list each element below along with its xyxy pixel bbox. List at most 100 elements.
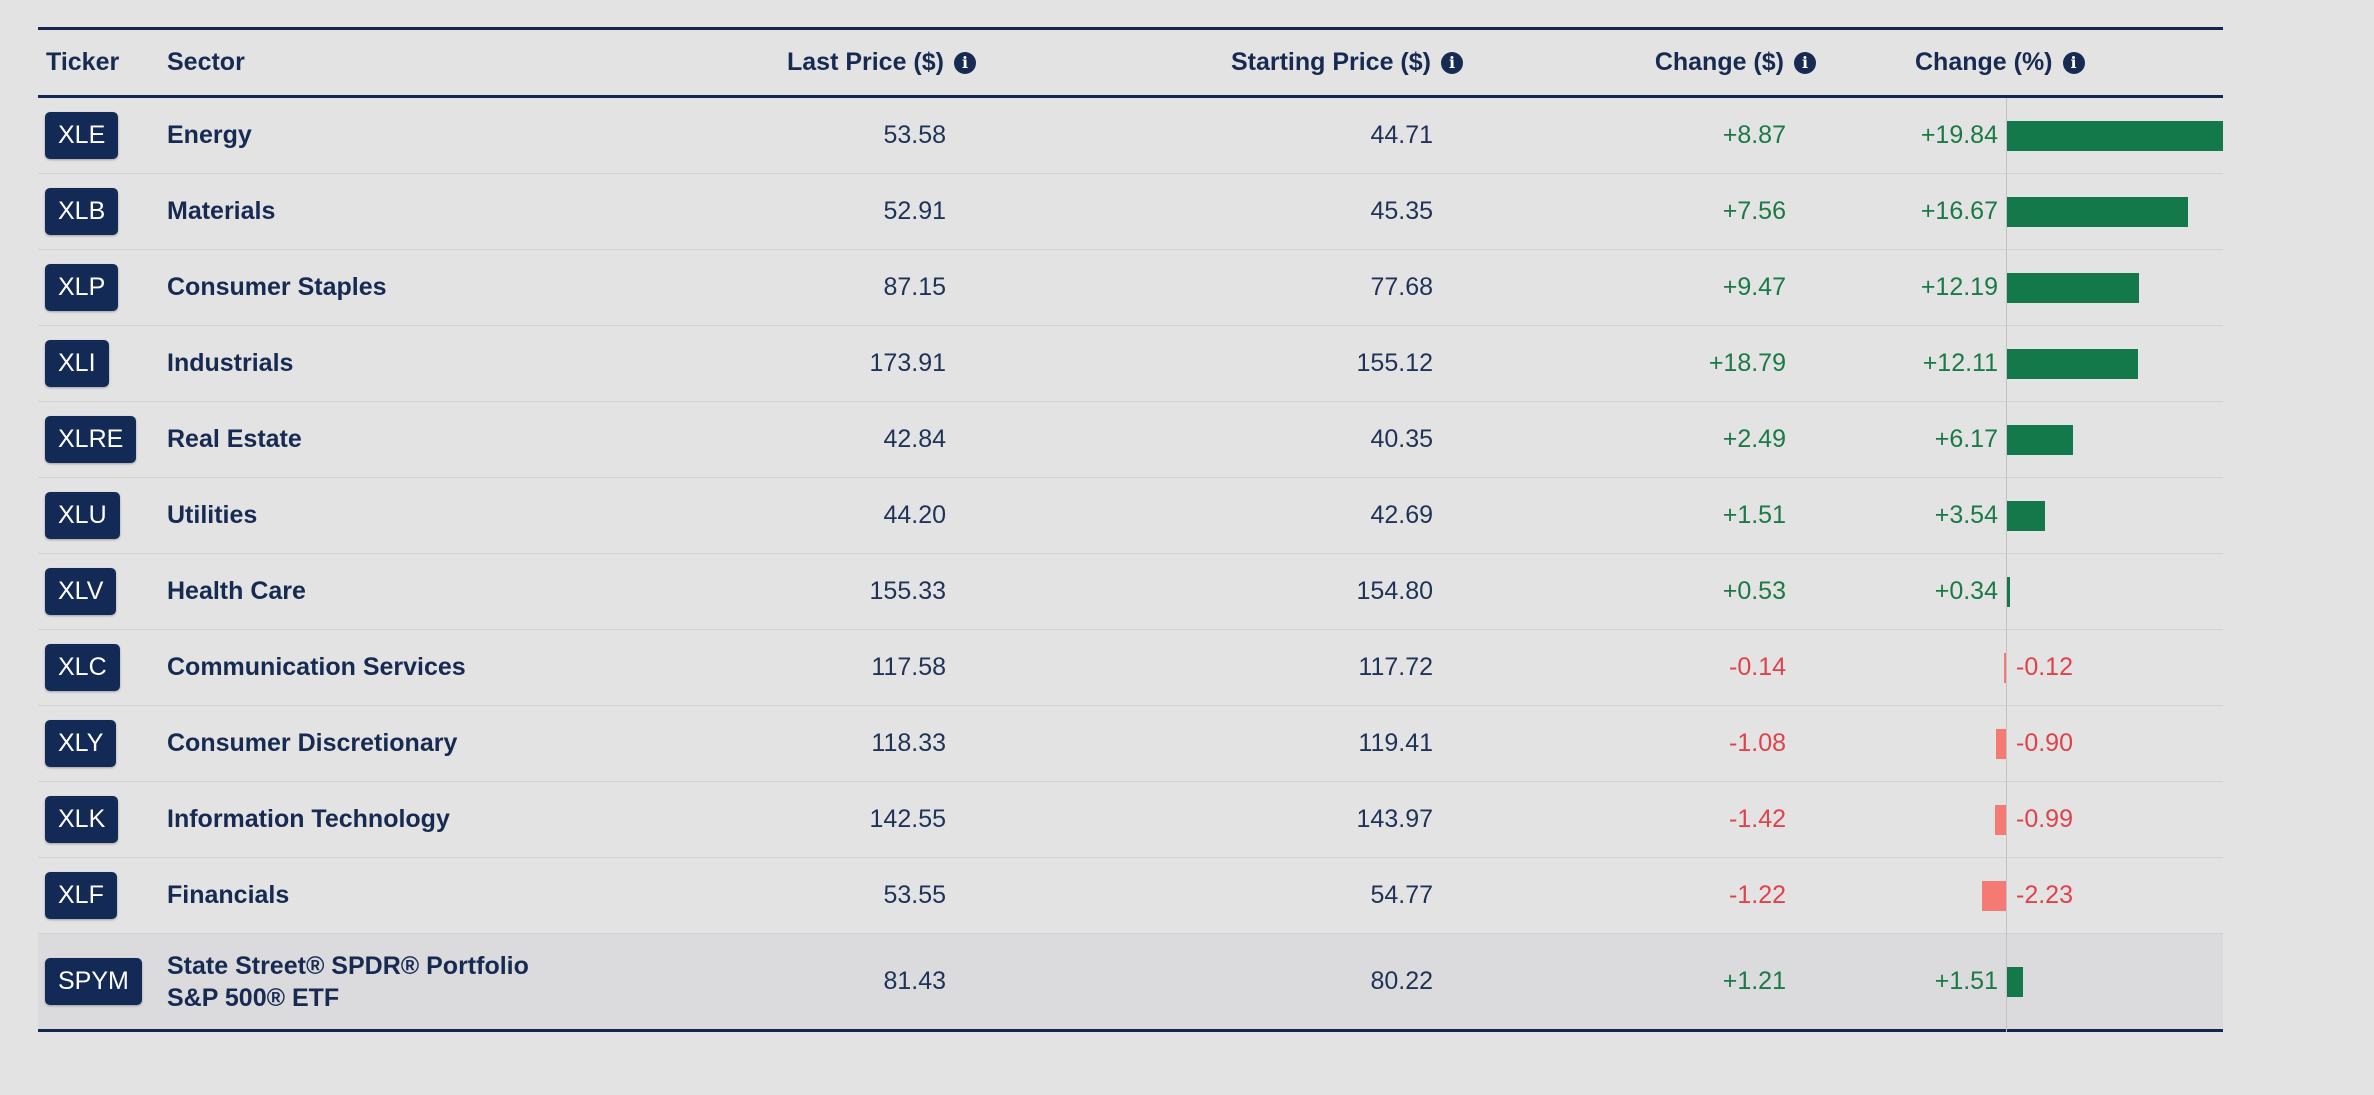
- last-price-value: 44.20: [883, 501, 946, 529]
- change-percent-value: +12.11: [1922, 349, 1998, 377]
- table-row[interactable]: XLF Financials 53.55 54.77 -1.22 -2.23: [38, 858, 2223, 934]
- last-price-info-icon[interactable]: i: [954, 51, 976, 74]
- change-dollar-value: +7.56: [1722, 197, 1786, 225]
- ticker-cell: XLC: [45, 630, 120, 705]
- ticker-cell: XLE: [45, 98, 119, 173]
- table-top-rule: [38, 27, 2223, 30]
- starting-price-info-icon[interactable]: i: [1441, 51, 1463, 74]
- last-price-value: 87.15: [883, 273, 946, 301]
- sector-cell: Health Care: [167, 554, 306, 629]
- change-percent-bar: [2006, 966, 2023, 997]
- last-price-value: 117.58: [871, 653, 946, 681]
- ticker-cell: XLV: [45, 554, 117, 629]
- ticker-badge: XLC: [45, 644, 120, 691]
- sector-cell: Real Estate: [167, 402, 302, 477]
- ticker-badge: XLF: [45, 872, 117, 919]
- starting-price-value: 77.68: [1370, 273, 1433, 301]
- sector-cell: Consumer Staples: [167, 250, 387, 325]
- last-price-value: 52.91: [883, 197, 946, 225]
- starting-price-value: 117.72: [1358, 653, 1433, 681]
- table-row[interactable]: XLRE Real Estate 42.84 40.35 +2.49 +6.17: [38, 402, 2223, 478]
- last-price-value: 42.84: [883, 425, 946, 453]
- change-dollar-value: +2.49: [1722, 425, 1786, 453]
- header-starting-price[interactable]: Starting Price ($) i: [1231, 30, 1463, 95]
- table-row[interactable]: XLE Energy 53.58 44.71 +8.87 +19.84: [38, 98, 2223, 174]
- change-percent-info-icon[interactable]: i: [2062, 51, 2085, 74]
- change-dollar-value: -1.42: [1729, 805, 1786, 833]
- ticker-badge: XLV: [45, 568, 117, 615]
- header-starting-price-label: Starting Price ($): [1230, 48, 1431, 76]
- table-row[interactable]: XLV Health Care 155.33 154.80 +0.53 +0.34: [38, 554, 2223, 630]
- ticker-badge: XLRE: [45, 416, 137, 463]
- sector-cell: Utilities: [167, 478, 257, 553]
- starting-price-value: 40.35: [1370, 425, 1433, 453]
- sector-name: Industrials: [167, 349, 294, 377]
- table-row[interactable]: XLP Consumer Staples 87.15 77.68 +9.47 +12.19: [38, 250, 2223, 326]
- table-row[interactable]: XLI Industrials 173.91 155.12 +18.79 +12.11: [38, 326, 2223, 402]
- change-dollar-value: +1.51: [1722, 501, 1786, 529]
- header-last-price-label: Last Price ($): [786, 48, 944, 76]
- ticker-badge: XLB: [45, 188, 119, 235]
- sector-cell: Consumer Discretionary: [167, 706, 457, 781]
- table-row[interactable]: XLY Consumer Discretionary 118.33 119.41 -1.…: [38, 706, 2223, 782]
- change-percent-value: +0.34: [1934, 577, 1998, 605]
- table-body: XLE Energy 53.58 44.71 +8.87 +19.84 XLB Materia…: [38, 98, 2223, 1032]
- sector-name: Consumer Staples: [167, 273, 387, 301]
- sector-cell: Communication Services: [167, 630, 466, 705]
- table-row[interactable]: XLC Communication Services 117.58 117.72 -0.…: [38, 630, 2223, 706]
- starting-price-value: 154.80: [1356, 577, 1433, 605]
- header-change-dollar[interactable]: Change ($) i: [1655, 30, 1816, 95]
- change-percent-bar: [2006, 348, 2139, 379]
- last-price-value: 53.55: [883, 881, 946, 909]
- starting-price-value: 155.12: [1356, 349, 1433, 377]
- change-dollar-info-icon[interactable]: i: [1794, 51, 1816, 74]
- change-percent-value: +1.51: [1934, 967, 1998, 995]
- change-dollar-value: -0.14: [1729, 653, 1786, 681]
- table-row[interactable]: XLB Materials 52.91 45.35 +7.56 +16.67: [38, 174, 2223, 250]
- header-change-percent[interactable]: Change (%) i: [1915, 30, 2085, 95]
- change-percent-value: +16.67: [1920, 197, 1998, 225]
- change-percent-bar: [1981, 880, 2006, 911]
- table-row[interactable]: SPYM State Street® SPDR® Portfolio S&P 50…: [38, 934, 2223, 1032]
- sector-cell: Industrials: [167, 326, 293, 401]
- change-percent-value: -0.12: [2016, 653, 2073, 681]
- header-sector-label: Sector: [167, 48, 245, 76]
- last-price-value: 118.33: [871, 729, 946, 757]
- sector-name: Utilities: [167, 501, 258, 529]
- sector-name: Communication Services: [167, 653, 466, 681]
- sector-name: State Street® SPDR® Portfolio S&P 500® E…: [167, 951, 529, 1012]
- change-percent-value: +19.84: [1920, 121, 1998, 149]
- sector-cell: Financials: [167, 858, 289, 933]
- ticker-cell: XLK: [45, 782, 119, 857]
- ticker-cell: XLP: [45, 250, 119, 325]
- ticker-badge: XLU: [45, 492, 120, 539]
- starting-price-value: 42.69: [1370, 501, 1433, 529]
- change-percent-value: +12.19: [1920, 273, 1998, 301]
- change-dollar-value: -1.22: [1729, 881, 1786, 909]
- sector-cell: Materials: [167, 174, 275, 249]
- table-row[interactable]: XLK Information Technology 142.55 143.97 -1.…: [38, 782, 2223, 858]
- ticker-badge: XLY: [45, 720, 117, 767]
- header-sector[interactable]: Sector: [167, 30, 245, 95]
- last-price-value: 142.55: [869, 805, 946, 833]
- sector-name: Materials: [167, 197, 276, 225]
- change-percent-bar: [2006, 576, 2010, 607]
- starting-price-value: 80.22: [1370, 967, 1433, 995]
- change-percent-bar: [2004, 652, 2006, 683]
- change-percent-bar: [1995, 804, 2006, 835]
- sector-name: Information Technology: [167, 805, 450, 833]
- table-header-row: Ticker Sector Last Price ($) i Starting …: [38, 30, 2223, 98]
- header-last-price[interactable]: Last Price ($) i: [787, 30, 976, 95]
- ticker-badge: XLE: [45, 112, 119, 159]
- sector-name: Health Care: [167, 577, 306, 605]
- sector-cell: Energy: [167, 98, 252, 173]
- last-price-value: 155.33: [869, 577, 946, 605]
- change-percent-bar: [2006, 196, 2189, 227]
- table-row[interactable]: XLU Utilities 44.20 42.69 +1.51 +3.54: [38, 478, 2223, 554]
- change-percent-bar: [2006, 424, 2074, 455]
- sector-performance-table: Ticker Sector Last Price ($) i Starting …: [38, 27, 2223, 1032]
- ticker-cell: XLB: [45, 174, 119, 249]
- starting-price-value: 44.71: [1370, 121, 1433, 149]
- header-ticker[interactable]: Ticker: [46, 30, 119, 95]
- change-dollar-value: -1.08: [1729, 729, 1786, 757]
